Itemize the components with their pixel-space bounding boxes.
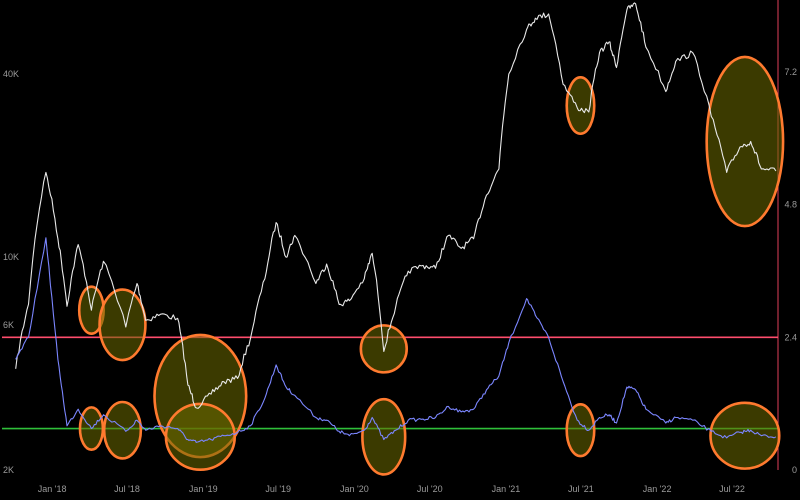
right-tick-label-1: 0 — [792, 465, 797, 475]
x-tick-label-1: Jan '18 — [38, 484, 67, 494]
series-line-1 — [15, 2, 777, 409]
series-lines — [15, 2, 777, 443]
annotations — [77, 55, 785, 476]
right-tick-label-2: 2.4 — [784, 332, 797, 342]
annotation-ellipse-lower-4 — [361, 397, 407, 476]
x-tick-label-10: Jul '22 — [719, 484, 745, 494]
x-tick-label-5: Jan '20 — [340, 484, 369, 494]
x-tick-label-7: Jan '21 — [492, 484, 521, 494]
annotation-ellipse-lower-2 — [102, 400, 143, 460]
annotation-ellipse-lower-5 — [565, 403, 596, 458]
annotation-ellipse-lower-6 — [709, 401, 781, 470]
annotation-ellipse-upper-5 — [565, 76, 596, 136]
left-tick-label-1: 2K — [3, 465, 14, 475]
x-tick-label-8: Jul '21 — [568, 484, 594, 494]
left-tick-label-4: 40K — [3, 69, 19, 79]
x-tick-label-9: Jan '22 — [643, 484, 672, 494]
x-tick-label-3: Jan '19 — [189, 484, 218, 494]
x-tick-label-4: Jul '19 — [265, 484, 291, 494]
left-tick-label-2: 6K — [3, 320, 14, 330]
annotation-ellipse-lower-3 — [164, 402, 237, 472]
tick-labels: Jan '18 Jul '18 Jan '19 Jul '19 Jan '20 Jul '… — [3, 67, 797, 494]
series-line-2 — [15, 237, 777, 443]
x-tick-label-6: Jul '20 — [417, 484, 443, 494]
right-tick-label-4: 7.2 — [784, 67, 797, 77]
annotation-ellipse-upper-6 — [705, 55, 785, 228]
x-tick-label-2: Jul '18 — [114, 484, 140, 494]
annotation-ellipse-upper-2 — [98, 288, 147, 362]
left-tick-label-3: 10K — [3, 252, 19, 262]
right-tick-label-3: 4.8 — [784, 200, 797, 210]
